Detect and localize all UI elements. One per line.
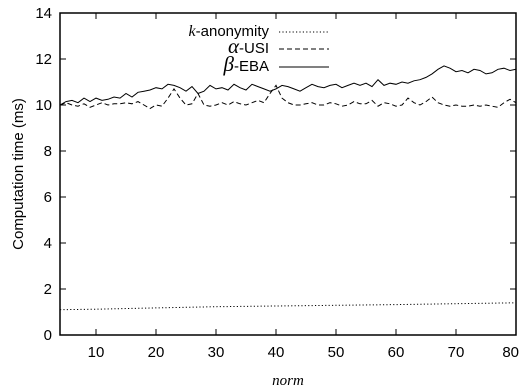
x-tick-label: 30 [208,344,225,361]
x-tick-label: 80 [502,344,519,361]
x-tick-label: 60 [388,344,405,361]
legend-label-3: β-EBA [223,52,269,76]
y-tick-label: 2 [44,281,52,298]
y-tick-label: 14 [35,5,52,22]
y-tick-label: 8 [44,143,52,160]
series-line-3 [59,65,517,106]
y-tick-label: 12 [35,51,52,68]
x-tick-label: 70 [448,344,465,361]
y-axis-label: Computation time (ms) [10,98,27,250]
y-tick-label: 4 [44,235,52,252]
x-tick-label: 50 [328,344,345,361]
plot-frame [59,12,517,336]
y-tick-label: 0 [44,327,52,344]
legend-label-2: α-USI [228,34,269,58]
axis-ticks: 0 2 4 6 8 10 12 14 10 20 30 40 50 60 70 80 [35,5,519,361]
x-tick-label: 20 [148,344,165,361]
x-tick-label: 40 [268,344,285,361]
y-tick-label: 10 [35,97,52,114]
plot-area-border [59,12,517,336]
y-tick-label: 6 [44,189,52,206]
legend-label-1: k-anonymity [189,23,270,40]
x-axis-label: norm [272,373,304,389]
series-lines [59,65,517,311]
series-line-2 [59,84,517,110]
series-line-1 [59,302,517,311]
x-tick-label: 10 [88,344,105,361]
